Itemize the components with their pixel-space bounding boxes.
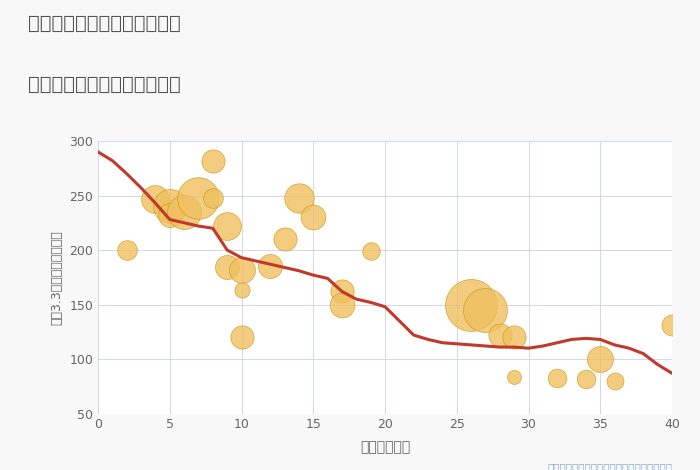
Point xyxy=(236,334,247,341)
Point xyxy=(609,377,620,384)
X-axis label: 築年数（年）: 築年数（年） xyxy=(360,440,410,454)
Point xyxy=(279,235,290,243)
Point xyxy=(222,264,233,271)
Text: 円の大きさは、取引のあった物件面積を示す: 円の大きさは、取引のあった物件面積を示す xyxy=(547,462,672,470)
Point xyxy=(365,247,377,255)
Point xyxy=(509,334,520,341)
Point xyxy=(236,266,247,274)
Point xyxy=(236,287,247,294)
Point xyxy=(265,263,276,270)
Text: 大阪府大阪市天王寺区空清町: 大阪府大阪市天王寺区空清町 xyxy=(28,14,181,33)
Y-axis label: 坪（3.3㎡）単価（万円）: 坪（3.3㎡）単価（万円） xyxy=(50,230,64,325)
Point xyxy=(178,208,190,216)
Point xyxy=(552,374,563,381)
Point xyxy=(466,301,477,308)
Point xyxy=(207,157,218,164)
Point xyxy=(308,213,319,221)
Point xyxy=(150,195,161,203)
Point xyxy=(494,331,505,339)
Point xyxy=(293,194,304,202)
Point xyxy=(337,301,348,308)
Point xyxy=(580,375,592,383)
Point xyxy=(121,246,132,254)
Point xyxy=(337,288,348,295)
Text: 築年数別中古マンション価格: 築年数別中古マンション価格 xyxy=(28,75,181,94)
Point xyxy=(595,355,606,363)
Point xyxy=(509,373,520,380)
Point xyxy=(666,321,678,329)
Point xyxy=(207,194,218,202)
Point xyxy=(164,212,175,219)
Point xyxy=(480,306,491,314)
Point xyxy=(222,222,233,230)
Point xyxy=(193,194,204,202)
Point xyxy=(164,203,175,210)
